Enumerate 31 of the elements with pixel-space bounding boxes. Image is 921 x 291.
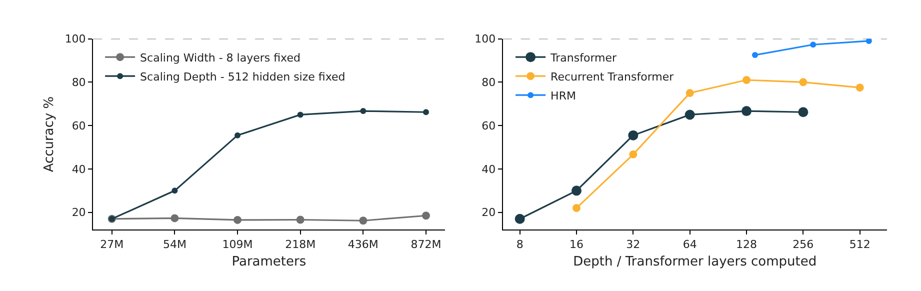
legend-label: Recurrent Transformer (550, 70, 674, 84)
legend-label: Scaling Width - 8 layers fixed (140, 51, 300, 64)
x-tick-label: 27M (100, 238, 124, 251)
x-tick-label: 512 (849, 238, 870, 251)
x-tick-label: 32 (626, 238, 640, 251)
x-tick-label: 109M (222, 238, 253, 251)
x-axis-title: Depth / Transformer layers computed (573, 254, 817, 270)
x-tick-label: 436M (348, 238, 378, 251)
x-tick-label: 256 (792, 238, 814, 251)
y-tick-label: 20 (72, 206, 86, 220)
y-tick-label: 80 (482, 76, 496, 90)
y-tick-label: 40 (72, 162, 86, 176)
x-tick-label: 128 (736, 238, 758, 251)
legend-label: HRM (550, 89, 576, 102)
legend-label: Scaling Depth - 512 hidden size fixed (140, 70, 346, 84)
x-tick-label: 872M (410, 238, 442, 251)
x-tick-label: 16 (570, 238, 584, 251)
y-tick-label: 60 (72, 119, 86, 132)
y-tick-label: 40 (482, 162, 496, 176)
x-tick-label: 218M (285, 238, 316, 251)
legend-label: Transformer (550, 51, 618, 64)
x-tick-label: 8 (516, 238, 524, 251)
y-tick-label: 100 (474, 32, 496, 46)
y-tick-label: 20 (482, 206, 496, 220)
x-tick-label: 64 (682, 238, 697, 251)
y-tick-label: 60 (482, 119, 496, 132)
y-tick-label: 100 (64, 32, 86, 46)
y-tick-label: 80 (72, 76, 86, 90)
x-tick-label: 54M (162, 238, 186, 251)
y-axis-title: Accuracy % (42, 96, 57, 172)
x-axis-title: Parameters (232, 254, 306, 270)
